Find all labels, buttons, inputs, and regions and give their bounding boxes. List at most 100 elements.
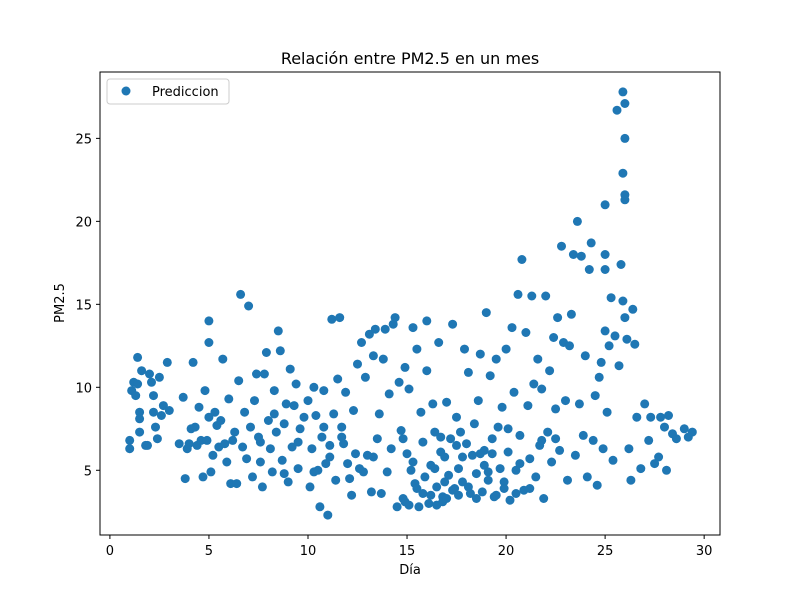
data-point [331,475,341,485]
data-point [218,354,228,364]
data-point [378,354,388,364]
y-tick-label: 5 [84,464,92,479]
data-point [374,409,384,419]
data-point [156,411,166,420]
data-point [600,326,610,336]
data-point [495,464,505,474]
data-point [454,490,463,500]
y-axis-label: PM2.5 [53,283,68,323]
data-point [503,447,513,457]
data-point [355,464,364,474]
data-point [600,265,610,274]
data-point [511,465,521,475]
data-point [230,427,240,437]
data-point [259,369,269,379]
data-point [440,477,450,487]
data-point [418,437,428,447]
data-point [275,346,285,356]
data-point [662,465,671,475]
data-point [580,351,590,361]
data-point [644,435,654,445]
data-point [475,449,485,459]
data-point [497,402,507,412]
data-point [234,376,244,386]
data-point [584,265,594,274]
data-point [208,450,218,460]
data-point [190,422,200,432]
data-point [236,289,246,299]
data-point [517,255,527,264]
x-tick-label: 20 [498,544,515,559]
x-tick-label: 30 [696,544,713,559]
data-point [551,404,561,414]
data-point [521,328,531,337]
data-point [491,490,501,500]
data-point [174,439,184,449]
data-point [394,377,404,387]
data-point [456,427,465,437]
data-point [263,416,273,425]
data-point [325,452,335,462]
data-point [414,502,424,512]
data-point [596,357,606,367]
x-axis: 0 5 10 15 20 25 30 [106,535,713,559]
data-point [307,444,317,454]
data-point [463,482,473,492]
data-point [604,341,614,351]
data-point [408,457,418,467]
data-point [386,444,396,454]
data-point [220,439,230,449]
data-point [384,389,394,399]
data-point [481,308,491,318]
data-point [370,324,380,334]
data-point [547,457,557,467]
data-point [347,490,357,500]
data-point [194,402,204,412]
data-point [303,396,313,406]
data-point [515,459,525,469]
data-point [133,379,143,389]
data-point [656,412,666,422]
x-axis-label: Día [399,563,421,578]
data-point [632,412,642,422]
data-point [408,323,418,333]
legend-label: Prediccion [152,85,219,100]
data-point [364,329,374,339]
data-point [204,338,214,347]
data-point [131,391,141,401]
data-point [483,475,493,485]
data-point [366,487,376,497]
data-point [317,432,327,442]
data-point [679,424,689,434]
data-point [135,427,145,437]
data-point [147,377,156,387]
data-point [154,372,164,382]
data-point [250,396,259,406]
data-point [533,354,543,364]
data-point [660,422,669,432]
data-point [291,379,301,389]
data-point [565,341,574,351]
data-point [430,427,440,437]
data-point [598,444,608,454]
data-point [630,339,640,349]
data-point [228,435,238,445]
data-point [285,364,295,374]
data-point [483,467,493,477]
data-point [491,354,501,364]
data-point [471,469,481,479]
data-point [586,238,596,248]
data-point [368,452,378,462]
data-point [525,454,535,464]
data-point [620,99,630,108]
data-point [487,434,497,444]
data-point [402,449,412,459]
data-point [261,348,271,357]
data-point [527,291,537,301]
y-tick-label: 15 [75,298,92,313]
data-point [180,474,190,484]
data-point [448,319,458,329]
legend-box [106,78,230,105]
x-tick-label: 25 [597,544,614,559]
data-point [295,424,305,434]
